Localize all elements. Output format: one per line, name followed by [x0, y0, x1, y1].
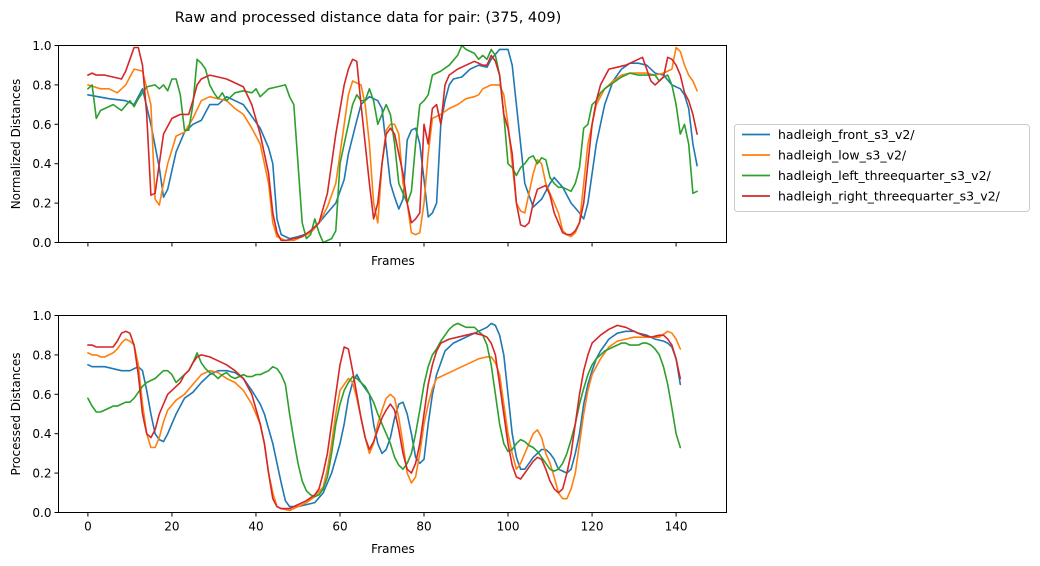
processed-x-tick-label: 0 [84, 520, 92, 534]
processed-x-tick-label: 140 [665, 520, 688, 534]
processed-distances-chart: 0 20 40 60 80 100 120 140 0.0 0.2 0.4 0.6 0.8 1.0 Fr… [9, 309, 727, 556]
raw-y-ticks: 0.0 0.2 0.4 0.6 0.8 1.0 [32, 39, 59, 250]
raw-y-tick-label: 0.2 [32, 197, 51, 211]
legend: hadleigh_front_s3_v2/hadleigh_low_s3_v2/… [734, 124, 1030, 212]
processed-series-line-0 [87, 322, 682, 508]
legend-box [734, 124, 1030, 212]
raw-y-tick-label: 0.8 [32, 78, 51, 92]
processed-x-ticks: 0 20 40 60 80 100 120 140 [84, 512, 688, 534]
processed-x-tick-label: 40 [248, 520, 263, 534]
raw-y-axis-label: Normalized Distances [9, 79, 23, 210]
raw-series-lines [87, 44, 698, 244]
legend-label: hadleigh_left_threequarter_s3_v2/ [778, 168, 992, 183]
figure-title: Raw and processed distance data for pair… [175, 10, 562, 26]
processed-x-tick-label: 120 [581, 520, 604, 534]
raw-series-line-1 [87, 46, 698, 242]
legend-label: hadleigh_front_s3_v2/ [778, 127, 915, 142]
processed-y-ticks: 0.0 0.2 0.4 0.6 0.8 1.0 [32, 309, 59, 520]
raw-y-tick-label: 0.0 [32, 236, 51, 250]
raw-x-ticks [87, 242, 677, 247]
legend-label: hadleigh_low_s3_v2/ [778, 148, 907, 163]
raw-series-line-3 [87, 46, 698, 242]
processed-y-tick-label: 0.8 [32, 348, 51, 362]
processed-x-tick-label: 80 [416, 520, 431, 534]
raw-plot-frame [58, 45, 727, 243]
legend-label: hadleigh_right_threequarter_s3_v2/ [778, 189, 1001, 204]
processed-plot-frame [58, 315, 727, 513]
processed-y-tick-label: 1.0 [32, 309, 51, 323]
raw-y-tick-label: 0.6 [32, 118, 51, 132]
processed-x-tick-label: 20 [164, 520, 179, 534]
processed-series-line-3 [87, 324, 682, 510]
processed-series-lines [87, 322, 682, 512]
processed-x-tick-label: 100 [497, 520, 520, 534]
processed-y-tick-label: 0.6 [32, 388, 51, 402]
processed-x-axis-label: Frames [371, 542, 415, 556]
processed-y-tick-label: 0.2 [32, 467, 51, 481]
raw-series-line-2 [87, 44, 698, 244]
processed-series-line-1 [87, 330, 682, 512]
raw-series-line-0 [87, 48, 698, 240]
raw-distances-chart: 0.0 0.2 0.4 0.6 0.8 1.0 Frames Normalized Dis… [9, 39, 727, 268]
raw-y-tick-label: 1.0 [32, 39, 51, 53]
raw-y-tick-label: 0.4 [32, 157, 51, 171]
processed-y-tick-label: 0.4 [32, 427, 51, 441]
processed-y-tick-label: 0.0 [32, 506, 51, 520]
processed-x-tick-label: 60 [332, 520, 347, 534]
processed-y-axis-label: Processed Distances [9, 352, 23, 475]
raw-x-axis-label: Frames [371, 254, 415, 268]
